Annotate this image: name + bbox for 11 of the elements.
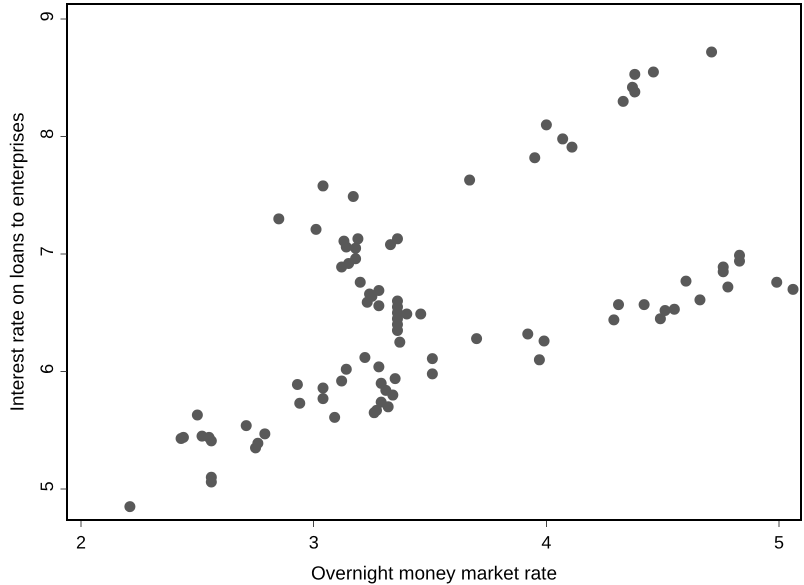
x-tick-label: 2: [76, 532, 86, 552]
x-tick-label: 4: [541, 532, 552, 552]
x-tick-label: 5: [774, 532, 784, 552]
y-tick-label: 6: [37, 364, 58, 374]
x-axis-title: Overnight money market rate: [310, 564, 558, 585]
y-axis-title: Interest rate on loans to enterprises: [7, 112, 28, 412]
y-tick-label: 5: [37, 481, 58, 492]
x-tick-label: 3: [308, 532, 319, 552]
y-tick-label: 7: [37, 246, 58, 256]
y-tick-label: 9: [37, 11, 58, 22]
y-tick-label: 8: [37, 128, 58, 139]
